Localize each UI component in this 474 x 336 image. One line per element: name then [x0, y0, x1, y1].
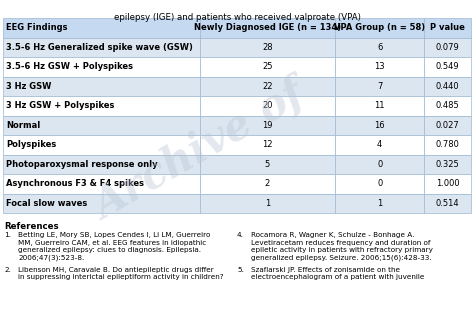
Text: 0.079: 0.079: [436, 43, 459, 52]
Text: 6: 6: [377, 43, 383, 52]
Text: generalized epilepsy: clues to diagnosis. Epilepsia.: generalized epilepsy: clues to diagnosis…: [18, 247, 201, 253]
Bar: [3, 155, 200, 174]
Bar: [424, 57, 471, 77]
Bar: [200, 96, 335, 116]
Text: 2.: 2.: [4, 267, 11, 273]
Bar: [335, 18, 424, 38]
Bar: [3, 38, 200, 57]
Bar: [335, 174, 424, 194]
Text: generalized epilepsy. Seizure. 2006;15(6):428-33.: generalized epilepsy. Seizure. 2006;15(6…: [251, 254, 432, 261]
Text: 2006;47(3):523-8.: 2006;47(3):523-8.: [18, 254, 84, 261]
Text: 13: 13: [374, 62, 385, 71]
Text: Levetiracetam reduces frequency and duration of: Levetiracetam reduces frequency and dura…: [251, 240, 430, 246]
Bar: [335, 38, 424, 57]
Bar: [200, 135, 335, 155]
Text: 0.440: 0.440: [436, 82, 459, 91]
Text: 28: 28: [262, 43, 273, 52]
Bar: [3, 174, 200, 194]
Text: MM, Guerreiro CAM, et al. EEG features in idiopathic: MM, Guerreiro CAM, et al. EEG features i…: [18, 240, 206, 246]
Bar: [200, 194, 335, 213]
Text: 0.485: 0.485: [436, 101, 459, 110]
Bar: [3, 194, 200, 213]
Bar: [3, 77, 200, 96]
Text: 0.325: 0.325: [436, 160, 459, 169]
Text: 22: 22: [262, 82, 273, 91]
Bar: [424, 135, 471, 155]
Text: 25: 25: [262, 62, 273, 71]
Bar: [200, 57, 335, 77]
Bar: [424, 194, 471, 213]
Text: 0: 0: [377, 160, 383, 169]
Bar: [3, 57, 200, 77]
Bar: [335, 96, 424, 116]
Bar: [424, 155, 471, 174]
Bar: [424, 96, 471, 116]
Text: 19: 19: [262, 121, 273, 130]
Text: 20: 20: [262, 101, 273, 110]
Text: EEG Findings: EEG Findings: [6, 23, 67, 32]
Text: Normal: Normal: [6, 121, 40, 130]
Text: P value: P value: [430, 23, 465, 32]
Text: Libenson MH, Caravale B. Do antiepileptic drugs differ: Libenson MH, Caravale B. Do antiepilepti…: [18, 267, 214, 273]
Text: 0.027: 0.027: [436, 121, 459, 130]
Text: 5: 5: [265, 160, 270, 169]
Text: Asynchronous F3 & F4 spikes: Asynchronous F3 & F4 spikes: [6, 179, 144, 188]
Bar: [424, 116, 471, 135]
Bar: [3, 135, 200, 155]
Text: VPA Group (n = 58): VPA Group (n = 58): [334, 23, 425, 32]
Text: 3.5-6 Hz GSW + Polyspikes: 3.5-6 Hz GSW + Polyspikes: [6, 62, 133, 71]
Text: Archive of: Archive of: [86, 74, 312, 228]
Text: Photoparoxysmal response only: Photoparoxysmal response only: [6, 160, 158, 169]
Bar: [200, 77, 335, 96]
Bar: [424, 174, 471, 194]
Text: epilepsy (IGE) and patients who received valproate (VPA): epilepsy (IGE) and patients who received…: [114, 13, 360, 22]
Text: Szaflarski JP. Effects of zonisamide on the: Szaflarski JP. Effects of zonisamide on …: [251, 267, 400, 273]
Bar: [200, 18, 335, 38]
Text: 1.000: 1.000: [436, 179, 459, 188]
Text: 0.549: 0.549: [436, 62, 459, 71]
Bar: [200, 174, 335, 194]
Bar: [424, 38, 471, 57]
Text: 12: 12: [262, 140, 273, 149]
Bar: [3, 18, 200, 38]
Text: Newly Diagnosed IGE (n = 134): Newly Diagnosed IGE (n = 134): [194, 23, 341, 32]
Text: 16: 16: [374, 121, 385, 130]
Text: 2: 2: [265, 179, 270, 188]
Text: in suppressing interictal epileptiform activity in children?: in suppressing interictal epileptiform a…: [18, 275, 224, 281]
Bar: [200, 155, 335, 174]
Text: 3 Hz GSW + Polyspikes: 3 Hz GSW + Polyspikes: [6, 101, 114, 110]
Bar: [424, 18, 471, 38]
Text: 0.780: 0.780: [436, 140, 459, 149]
Bar: [335, 77, 424, 96]
Text: 4.: 4.: [237, 232, 244, 238]
Bar: [3, 96, 200, 116]
Text: 7: 7: [377, 82, 383, 91]
Text: Polyspikes: Polyspikes: [6, 140, 56, 149]
Bar: [200, 116, 335, 135]
Text: 1: 1: [377, 199, 383, 208]
Text: 11: 11: [374, 101, 385, 110]
Text: 5.: 5.: [237, 267, 244, 273]
Bar: [3, 116, 200, 135]
Bar: [335, 155, 424, 174]
Text: Rocamora R, Wagner K, Schulze - Bonhage A.: Rocamora R, Wagner K, Schulze - Bonhage …: [251, 232, 414, 238]
Bar: [424, 77, 471, 96]
Text: 1: 1: [265, 199, 270, 208]
Text: electroencephalogram of a patient with juvenile: electroencephalogram of a patient with j…: [251, 275, 424, 281]
Bar: [335, 194, 424, 213]
Bar: [200, 38, 335, 57]
Text: 0.514: 0.514: [436, 199, 459, 208]
Text: Betting LE, Mory SB, Lopes Cendes I, Li LM, Guerreiro: Betting LE, Mory SB, Lopes Cendes I, Li …: [18, 232, 210, 238]
Text: 1.: 1.: [4, 232, 11, 238]
Text: 4: 4: [377, 140, 383, 149]
Text: 3 Hz GSW: 3 Hz GSW: [6, 82, 51, 91]
Bar: [335, 116, 424, 135]
Text: 3.5-6 Hz Generalized spike wave (GSW): 3.5-6 Hz Generalized spike wave (GSW): [6, 43, 193, 52]
Bar: [335, 135, 424, 155]
Text: epiletic activity in patients with refractory primary: epiletic activity in patients with refra…: [251, 247, 433, 253]
Text: 0: 0: [377, 179, 383, 188]
Text: Focal slow waves: Focal slow waves: [6, 199, 87, 208]
Bar: [335, 57, 424, 77]
Text: References: References: [4, 222, 59, 231]
